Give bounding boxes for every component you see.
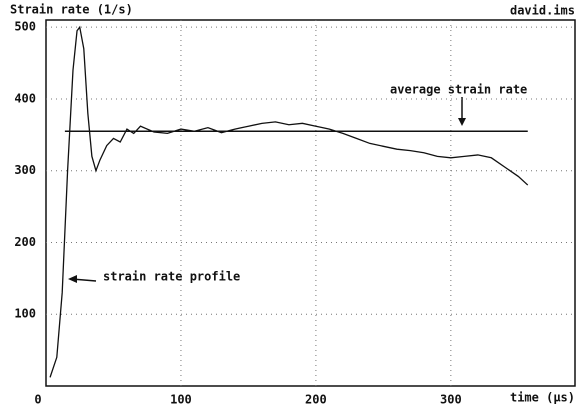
x-tick-label: 200 [305, 393, 327, 407]
x-tick-label: 0 [34, 393, 41, 407]
average-arrowhead [458, 118, 466, 126]
x-tick-label: 300 [440, 393, 462, 407]
data-line [49, 25, 529, 378]
y-tick-label: 200 [14, 235, 36, 249]
y-tick-label: 400 [14, 91, 36, 105]
y-axis-label: Strain rate (1/s) [10, 3, 133, 17]
file-label: david.ims [510, 4, 575, 18]
plot-frame [45, 19, 576, 387]
profile-arrowhead [68, 275, 77, 283]
y-tick-label: 500 [14, 20, 36, 34]
x-tick-label: 100 [170, 393, 192, 407]
y-tick-label: 100 [14, 307, 36, 321]
profile-label: strain rate profile [103, 270, 240, 284]
average-label: average strain rate [390, 83, 527, 97]
x-axis-label: time (μs) [510, 391, 575, 405]
y-tick-label: 300 [14, 163, 36, 177]
